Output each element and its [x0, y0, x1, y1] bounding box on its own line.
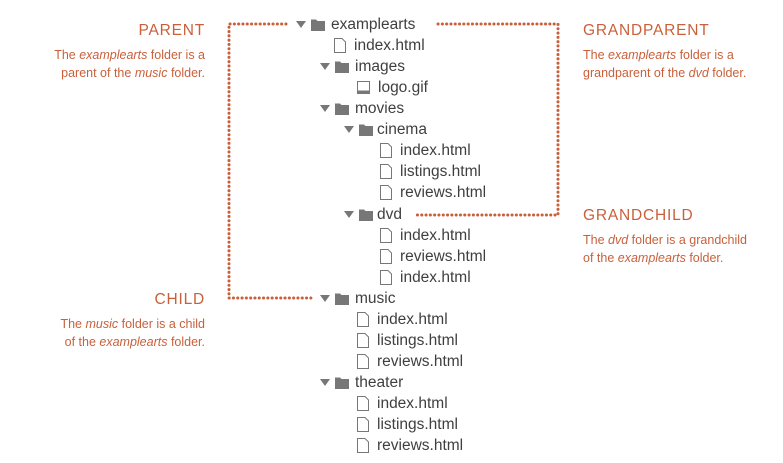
file-icon [357, 438, 369, 453]
tree-item-theater[interactable]: theater [320, 372, 403, 393]
tree-item-file[interactable]: reviews.html [357, 435, 463, 456]
parent-child-line [227, 22, 314, 300]
chevron-down-icon[interactable] [320, 105, 335, 112]
folder-icon [335, 377, 349, 389]
tree-item-label: index.html [400, 141, 471, 159]
folder-icon [359, 209, 373, 221]
chevron-down-icon[interactable] [320, 379, 335, 386]
annotation-child: CHILD The music folder is a child of the… [60, 291, 205, 351]
tree-item-label: dvd [377, 205, 402, 223]
tree-item-file[interactable]: index.html [380, 140, 471, 161]
annotation-title: GRANDPARENT [583, 22, 710, 39]
tree-item-label: reviews.html [400, 183, 487, 201]
tree-item-label: index.html [400, 226, 471, 244]
tree-item-movies[interactable]: movies [320, 98, 404, 119]
annotation-title: PARENT [138, 22, 205, 39]
tree-item-label: reviews.html [377, 436, 464, 454]
tree-item-images[interactable]: images [320, 56, 405, 77]
tree-item-label: images [355, 57, 405, 75]
tree-item-file[interactable]: listings.html [380, 161, 481, 182]
annotation-description: The dvd folder is a grandchild of the ex… [583, 233, 747, 265]
annotation-parent: PARENT The examplearts folder is a paren… [54, 22, 205, 82]
folder-icon [335, 61, 349, 73]
tree-item-file[interactable]: index.html [380, 267, 471, 288]
file-icon [380, 143, 392, 158]
tree-item-file[interactable]: listings.html [357, 414, 458, 435]
tree-item-label: theater [355, 373, 404, 391]
chevron-down-icon[interactable] [344, 211, 359, 218]
tree-item-file[interactable]: index.html [357, 309, 448, 330]
file-icon [380, 164, 392, 179]
tree-item-image-file[interactable]: logo.gif [357, 77, 428, 98]
tree-item-label: index.html [377, 394, 448, 412]
chevron-down-icon[interactable] [320, 63, 335, 70]
tree-item-label: index.html [377, 310, 448, 328]
file-icon [357, 417, 369, 432]
tree-item-dvd[interactable]: dvd [344, 204, 402, 225]
tree-item-file[interactable]: index.html [357, 393, 448, 414]
folder-icon [335, 293, 349, 305]
file-icon [334, 38, 346, 53]
grandparent-grandchild-line [412, 22, 560, 217]
tree-item-label: index.html [354, 36, 425, 54]
tree-item-label: reviews.html [377, 352, 464, 370]
annotation-description: The music folder is a child of the examp… [60, 317, 205, 349]
tree-item-file[interactable]: index.html [334, 35, 425, 56]
tree-item-file[interactable]: reviews.html [380, 182, 486, 203]
file-icon [380, 249, 392, 264]
tree-item-file[interactable]: reviews.html [357, 351, 463, 372]
file-icon [357, 354, 369, 369]
tree-item-label: index.html [400, 268, 471, 286]
tree-item-file[interactable]: index.html [380, 225, 471, 246]
file-icon [380, 185, 392, 200]
annotation-title: GRANDCHILD [583, 207, 694, 224]
tree-item-label: logo.gif [378, 78, 428, 96]
tree-item-examplearts[interactable]: examplearts [296, 14, 415, 35]
tree-item-label: music [355, 289, 396, 307]
annotation-title: CHILD [154, 291, 205, 308]
tree-item-label: listings.html [377, 415, 458, 433]
file-icon [357, 333, 369, 348]
tree-item-file[interactable]: listings.html [357, 330, 458, 351]
tree-item-label: reviews.html [400, 247, 487, 265]
annotation-description: The examplearts folder is a grandparent … [583, 48, 747, 80]
tree-item-file[interactable]: reviews.html [380, 246, 486, 267]
file-icon [380, 270, 392, 285]
folder-icon [311, 19, 325, 31]
tree-item-music[interactable]: music [320, 288, 395, 309]
annotation-grandparent: GRANDPARENT The examplearts folder is a … [583, 22, 746, 82]
tree-item-label: cinema [377, 120, 427, 138]
tree-item-label: movies [355, 99, 405, 117]
tree-item-label: listings.html [377, 331, 458, 349]
tree-item-cinema[interactable]: cinema [344, 119, 427, 140]
annotation-description: The examplearts folder is a parent of th… [54, 48, 205, 80]
folder-icon [335, 103, 349, 115]
chevron-down-icon[interactable] [344, 126, 359, 133]
file-icon [357, 396, 369, 411]
tree-item-label: listings.html [400, 162, 481, 180]
folder-icon [359, 124, 373, 136]
tree-item-label: examplearts [331, 15, 416, 33]
image-file-icon [357, 81, 370, 94]
file-icon [357, 312, 369, 327]
chevron-down-icon[interactable] [296, 21, 311, 28]
annotation-grandchild: GRANDCHILD The dvd folder is a grandchil… [583, 207, 747, 267]
chevron-down-icon[interactable] [320, 295, 335, 302]
file-icon [380, 228, 392, 243]
